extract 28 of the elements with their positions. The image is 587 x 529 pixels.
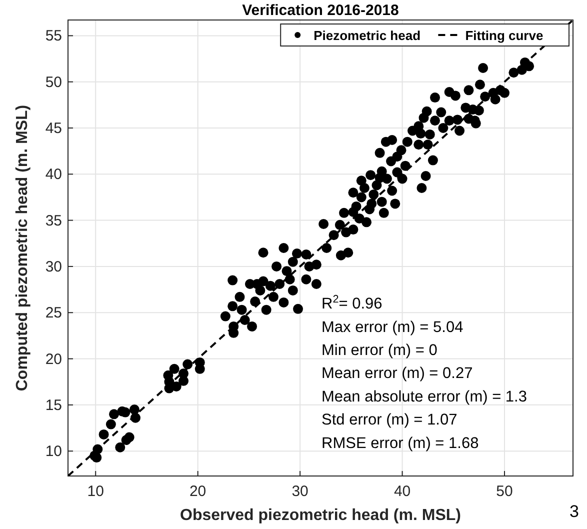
annotation: Mean error (m) = 0.27 <box>322 365 473 382</box>
legend-label: Piezometric head <box>314 28 421 43</box>
annotation: RMSE error (m) = 1.68 <box>322 434 479 452</box>
y-tick-label: 50 <box>45 74 62 91</box>
annotation: Max error (m) = 5.04 <box>322 318 464 336</box>
chart-title: Verification 2016-2018 <box>242 2 399 19</box>
y-tick-label: 45 <box>45 120 62 137</box>
x-axis-title: Observed piezometric head (m. MSL) <box>180 507 461 524</box>
y-tick-label: 10 <box>45 443 62 460</box>
x-tick-label: 50 <box>496 483 513 500</box>
y-tick-label: 40 <box>45 166 62 184</box>
y-axis-title: Computed piezometric head (m. MSL) <box>14 104 31 392</box>
y-tick-label: 25 <box>45 304 62 322</box>
x-tick-label: 10 <box>87 483 104 500</box>
annotation: R$^{2}$= 0.96 <box>322 294 382 313</box>
y-tick-label: 35 <box>45 212 62 230</box>
y-tick-label: 20 <box>45 350 62 368</box>
annotation: Mean absolute error (m) = 1.3 <box>322 388 527 406</box>
x-tick-label: 20 <box>189 483 206 500</box>
x-tick-label: 40 <box>394 483 411 500</box>
y-tick-label: 55 <box>45 28 62 45</box>
y-tick-label: 15 <box>45 396 62 414</box>
legend-label: Fitting curve <box>465 28 544 43</box>
x-tick-label: 30 <box>292 483 308 500</box>
y-tick-label: 30 <box>45 258 62 276</box>
annotation: Std error (m) = 1.07 <box>322 412 458 429</box>
annotation: Min error (m) = 0 <box>322 342 438 360</box>
text: 3 <box>570 502 579 521</box>
